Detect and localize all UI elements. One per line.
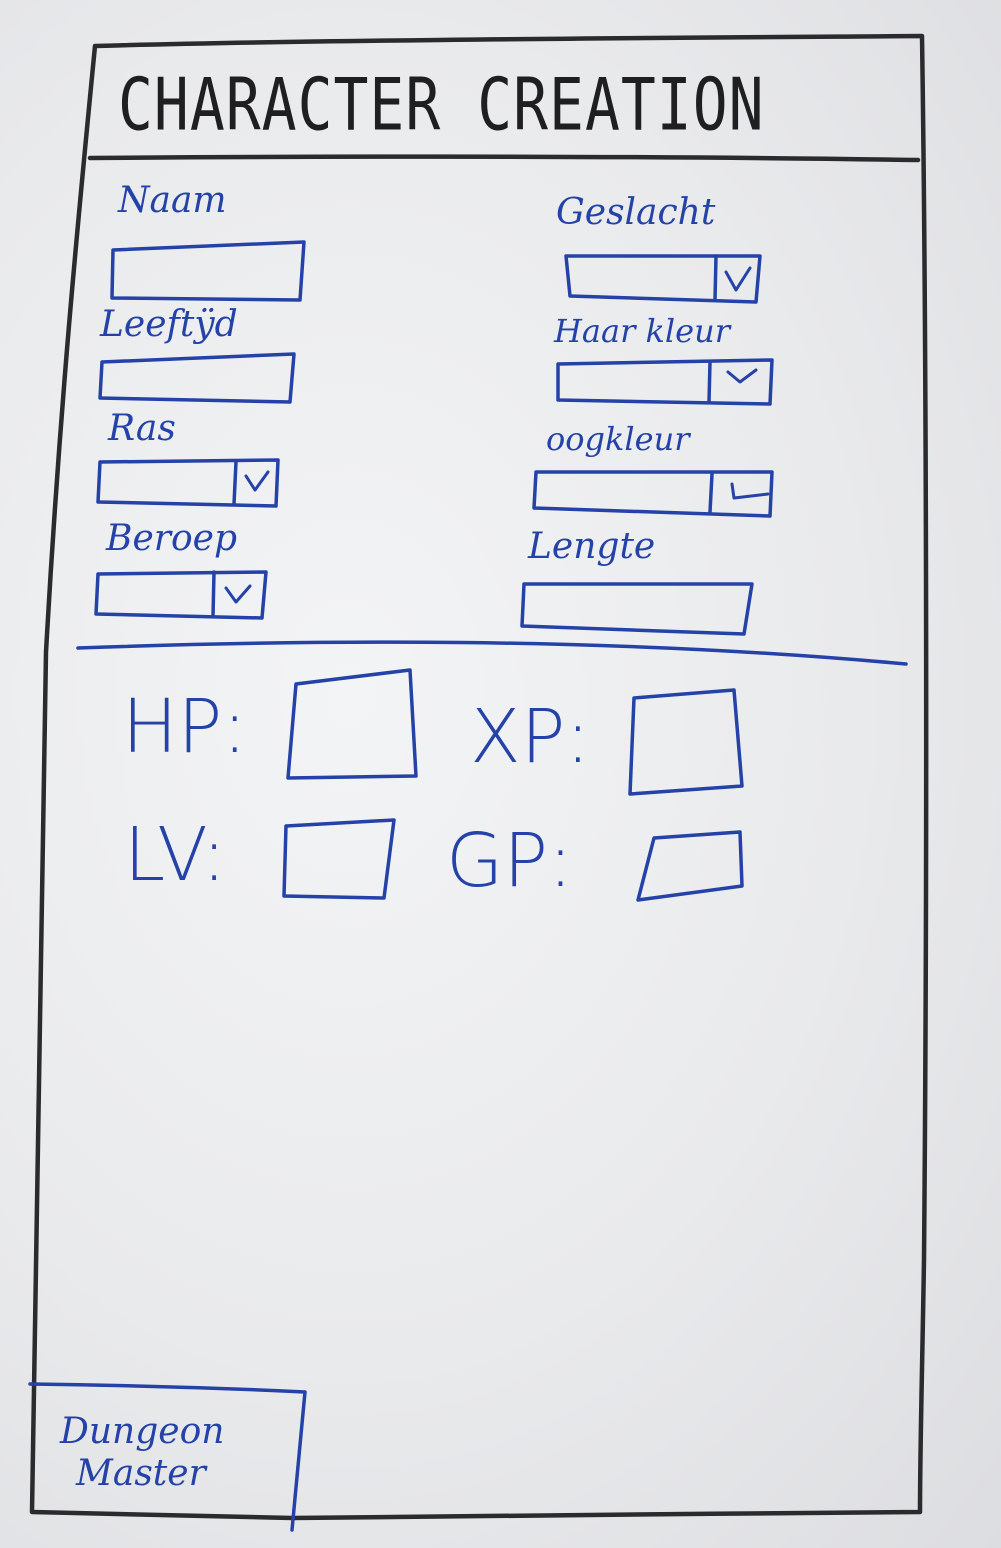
ras-select-divider	[232, 460, 238, 506]
page-title: CHARACTER CREATION	[118, 62, 765, 147]
haarkleur-select-outline	[556, 358, 774, 406]
chevron-down-icon	[730, 482, 770, 500]
geslacht-select-divider	[713, 254, 718, 302]
haarkleur-label: Haar kleur	[554, 312, 730, 350]
hp-value-box	[286, 668, 418, 780]
ras-select[interactable]	[100, 462, 276, 504]
lv-field[interactable]	[288, 826, 388, 894]
beroep-select-outline	[94, 570, 268, 620]
haarkleur-select[interactable]	[560, 364, 770, 402]
beroep-label: Beroep	[106, 518, 237, 559]
geslacht-select[interactable]	[568, 258, 758, 298]
header-divider	[87, 154, 921, 163]
oogkleur-select-outline	[532, 470, 774, 518]
geslacht-label: Geslacht	[556, 192, 716, 233]
section-divider	[76, 640, 908, 666]
oogkleur-select-divider	[708, 472, 714, 514]
lv-value-box	[282, 818, 396, 900]
leeftijd-label: Leeftÿd	[100, 304, 238, 345]
oogkleur-label: oogkleur	[546, 420, 690, 458]
gp-field[interactable]	[648, 840, 740, 894]
beroep-select[interactable]	[98, 574, 264, 616]
chevron-down-icon	[724, 266, 752, 292]
footer-divider	[28, 1382, 307, 1532]
ras-label: Ras	[108, 408, 176, 449]
naam-label: Naam	[118, 180, 227, 221]
dungeon-master-button[interactable]: Dungeon Master	[36, 1392, 298, 1522]
chevron-down-icon	[726, 368, 758, 384]
chevron-down-icon	[244, 470, 270, 492]
ras-select-outline	[96, 458, 280, 508]
oogkleur-select[interactable]	[538, 474, 770, 512]
xp-label: XP:	[470, 694, 591, 780]
app-frame	[29, 33, 929, 1521]
haarkleur-select-divider	[707, 360, 712, 404]
hp-field[interactable]	[296, 680, 410, 774]
geslacht-select-outline	[564, 254, 762, 304]
lengte-input[interactable]	[526, 586, 746, 628]
lv-label: LV:	[124, 812, 227, 898]
xp-value-box	[628, 688, 744, 796]
gp-value-box	[636, 830, 744, 902]
xp-field[interactable]	[636, 696, 736, 788]
dungeon-master-label-line2: Master	[76, 1453, 206, 1494]
dungeon-master-label-line1: Dungeon	[60, 1411, 225, 1452]
naam-input[interactable]	[116, 252, 298, 296]
chevron-down-icon	[224, 584, 252, 604]
leeftijd-input-outline	[98, 352, 296, 404]
beroep-select-divider	[211, 570, 216, 618]
lengte-input-outline	[520, 582, 754, 636]
naam-input-outline	[110, 240, 306, 302]
gp-label: GP:	[446, 818, 573, 904]
hp-label: HP:	[122, 684, 248, 770]
lengte-label: Lengte	[528, 526, 656, 567]
leeftijd-input[interactable]	[104, 362, 288, 398]
